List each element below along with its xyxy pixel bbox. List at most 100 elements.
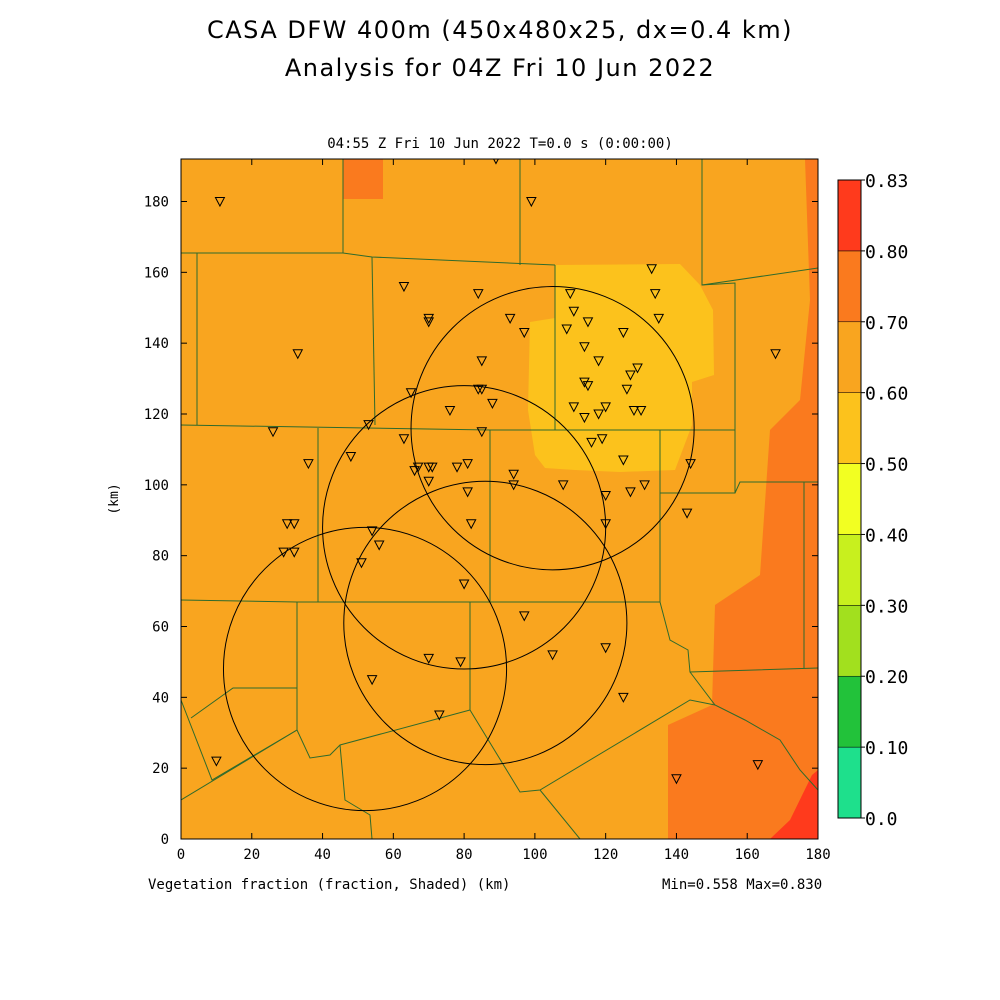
station-marker (518, 611, 530, 622)
x-tick-label: 60 (385, 847, 402, 863)
station-marker (561, 324, 573, 335)
colorbar-segment (837, 746, 862, 819)
station-marker (618, 328, 629, 339)
y-tick-label: 100 (144, 478, 169, 494)
y-tick-label: 60 (152, 620, 169, 636)
station-marker (681, 508, 693, 519)
y-tick-label: 0 (161, 832, 169, 848)
station-marker (462, 487, 473, 498)
x-axis: 0 20 40 60 80 100 120 140 160 180 (177, 159, 831, 863)
station-marker (586, 437, 597, 448)
y-tick-label: 140 (144, 336, 169, 352)
station-marker (600, 643, 611, 654)
station-marker (635, 405, 647, 417)
colorbar-label: 0.10 (865, 738, 908, 759)
colorbar-segment (837, 392, 862, 464)
station-markers (211, 159, 781, 785)
station-marker (596, 434, 608, 445)
colorbar-label: 0.30 (865, 596, 908, 617)
station-marker (405, 388, 417, 399)
x-tick-label: 20 (243, 847, 260, 863)
radar-range-ring (343, 480, 628, 766)
station-marker (582, 317, 594, 328)
field-dark-region-north (343, 159, 383, 199)
station-marker (518, 328, 530, 339)
station-marker (770, 349, 781, 360)
station-marker (423, 476, 435, 487)
colorbar-label: 0.0 (865, 809, 898, 830)
station-marker (398, 282, 410, 293)
colorbar-label: 0.50 (865, 455, 908, 476)
station-marker (423, 317, 435, 328)
station-marker (444, 405, 456, 417)
station-marker (278, 547, 289, 558)
station-marker (508, 469, 519, 480)
vegetation-field (181, 159, 818, 839)
station-marker (288, 519, 300, 530)
y-tick-label: 80 (152, 549, 169, 565)
station-marker (288, 547, 300, 558)
colorbar-label: 0.80 (865, 242, 908, 263)
station-marker (628, 405, 640, 417)
station-marker (671, 774, 682, 785)
min-max-readout: Min=0.558 Max=0.830 (662, 877, 823, 893)
colorbar-segment (837, 321, 862, 393)
colorbar-segment (837, 675, 862, 748)
station-marker (398, 434, 410, 445)
colorbar-segment (837, 179, 862, 252)
station-marker (373, 540, 385, 551)
station-marker (487, 398, 498, 409)
station-marker (451, 462, 463, 473)
colorbar-label: 0.40 (865, 525, 908, 546)
station-marker (568, 402, 580, 413)
station-marker (526, 197, 537, 208)
station-marker (423, 653, 435, 664)
station-marker (547, 650, 558, 661)
station-marker (618, 455, 629, 466)
station-marker (366, 526, 378, 537)
station-marker (472, 289, 484, 300)
station-marker (582, 381, 594, 392)
title-line-1: CASA DFW 400m (450x480x25, dx=0.4 km) (206, 16, 794, 44)
x-tick-label: 180 (805, 847, 830, 863)
station-marker (458, 579, 470, 590)
station-marker (625, 370, 636, 381)
station-marker (646, 264, 658, 275)
colorbar-label: 0.83 (865, 171, 908, 192)
station-marker (504, 313, 516, 324)
station-marker (211, 756, 222, 767)
colorbar-segment (837, 605, 862, 677)
station-marker (600, 402, 611, 413)
station-marker (356, 558, 367, 569)
colorbar-label: 0.20 (865, 667, 908, 688)
x-tick-label: 120 (593, 847, 618, 863)
radar-range-ring (410, 286, 695, 571)
y-tick-label: 40 (152, 690, 169, 706)
station-marker (621, 384, 633, 395)
station-marker (434, 710, 445, 721)
station-marker (412, 462, 424, 473)
station-marker (508, 480, 519, 491)
y-axis-label: (km) (107, 483, 122, 514)
station-marker (625, 487, 636, 498)
station-marker (426, 462, 438, 473)
x-tick-label: 160 (735, 847, 760, 863)
station-marker (639, 480, 650, 491)
colorbar-segment (837, 534, 862, 606)
field-yellow-region (528, 264, 714, 472)
station-marker (363, 420, 374, 431)
station-marker (632, 363, 643, 374)
station-marker (579, 413, 590, 424)
station-marker (476, 384, 488, 395)
x-tick-label: 0 (177, 847, 185, 863)
station-marker (618, 692, 629, 703)
station-marker (593, 356, 604, 367)
station-marker (568, 306, 580, 317)
colorbar-label: 0.60 (865, 384, 908, 405)
x-tick-label: 40 (314, 847, 331, 863)
station-marker (649, 289, 661, 300)
station-marker (557, 480, 569, 491)
station-marker (366, 675, 378, 686)
station-marker (685, 459, 696, 470)
